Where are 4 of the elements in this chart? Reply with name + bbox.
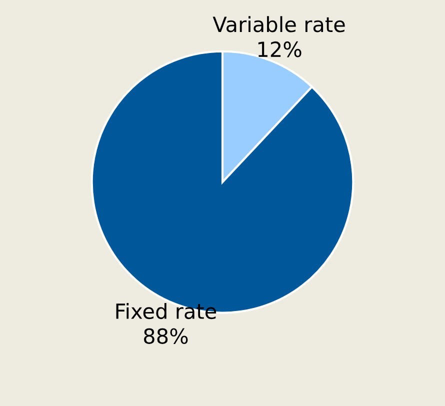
slice-label: Fixed rate (116, 302, 216, 320)
slice-label: Variable rate (212, 16, 345, 32)
data-label: 12% (258, 41, 302, 58)
data-label: 88% (144, 328, 188, 344)
